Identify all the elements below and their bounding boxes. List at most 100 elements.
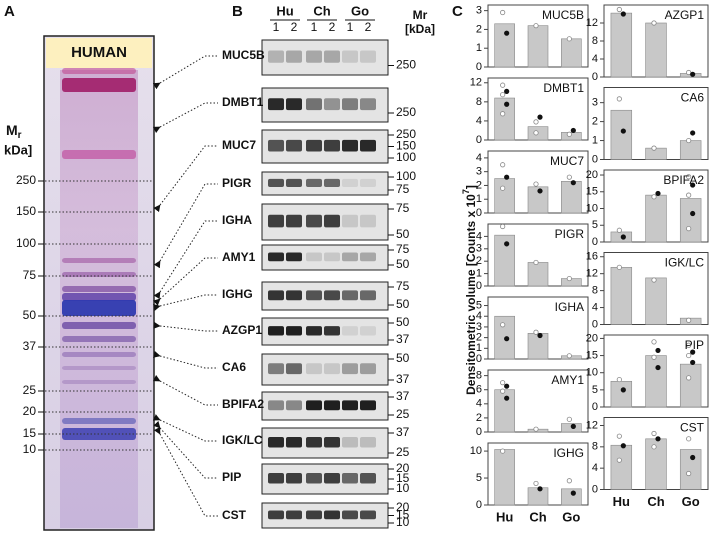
data-point [504, 336, 510, 342]
blot-band [306, 98, 322, 111]
chart-title: CST [680, 421, 705, 435]
blot-band [286, 178, 302, 187]
data-point [504, 101, 510, 107]
protein-label: CA6 [222, 360, 246, 374]
connector [152, 414, 218, 442]
blot-band [360, 437, 376, 448]
chart-title: IGK/LC [665, 256, 705, 270]
blot-band [342, 290, 358, 301]
data-point [616, 264, 622, 270]
bar [610, 267, 633, 325]
y-tick-label: 0 [476, 207, 482, 219]
data-point [655, 190, 661, 197]
connector [152, 55, 218, 90]
blot-band [286, 473, 302, 484]
sample-label: HUMAN [71, 44, 127, 61]
y-tick-label: 1 [476, 42, 482, 54]
group-label: Ch [313, 3, 330, 18]
marker-label: 50 [396, 227, 410, 241]
connector [153, 350, 218, 369]
data-point [533, 426, 539, 432]
blot-band [286, 98, 302, 111]
y-tick-label: 0 [476, 280, 482, 292]
data-point [620, 387, 626, 393]
marker-label: 150 [16, 204, 36, 218]
blot-band [268, 437, 284, 448]
blot-band [342, 98, 358, 111]
blot-band [286, 252, 302, 262]
blot-band [324, 214, 340, 228]
data-point [500, 223, 506, 230]
y-tick-label: 10 [470, 445, 482, 457]
marker-label: 50 [396, 315, 410, 329]
data-point [566, 478, 572, 484]
marker-label: 75 [396, 182, 410, 196]
bar [645, 194, 667, 243]
axis-unit: kDa] [4, 142, 32, 157]
marker-label: 100 [16, 236, 36, 250]
blot-band [360, 400, 376, 411]
data-point [504, 241, 510, 247]
gel-band [62, 322, 136, 329]
bar [679, 449, 702, 490]
blot-band [306, 437, 322, 448]
data-point [570, 490, 576, 496]
y-tick-label: 1 [592, 134, 598, 146]
connector [153, 426, 218, 517]
axis-title-main: M [6, 122, 18, 138]
marker-label: 15 [23, 426, 37, 440]
protein-label: MUC5B [222, 48, 265, 62]
blot-band [324, 98, 340, 111]
y-axis-title: Densitometric volume [Counts x 107] [461, 185, 478, 395]
blot-band [360, 178, 376, 187]
y-tick-label: 2 [476, 255, 482, 267]
connector [153, 145, 218, 213]
gel-band [62, 293, 136, 301]
group-label: Hu [276, 3, 293, 18]
blot-band [268, 178, 284, 187]
bar [494, 97, 515, 141]
y-tick-label: 12 [586, 268, 598, 280]
marker-label: 15 [396, 508, 410, 522]
marker-label: 10 [396, 515, 410, 529]
y-tick-label: 8 [476, 370, 482, 382]
data-point [655, 347, 661, 354]
blot-band [324, 326, 340, 336]
protein-label: BPIFA2 [222, 397, 264, 411]
y-tick-label: 4 [476, 398, 482, 410]
blot-band [342, 214, 358, 228]
blot-band [286, 510, 302, 520]
bar [679, 198, 702, 243]
data-point [686, 174, 692, 180]
marker-label: 15 [396, 471, 410, 485]
data-point [500, 111, 506, 117]
blot-band [286, 437, 302, 448]
data-point [651, 444, 657, 450]
data-point [533, 259, 539, 266]
y-tick-label: 3 [476, 5, 482, 17]
blot-band [306, 290, 322, 301]
chart-title: MUC5B [542, 8, 584, 22]
data-point [616, 96, 622, 102]
blot-band [286, 326, 302, 336]
blot-band [268, 139, 284, 152]
lane-label: 1 [311, 20, 318, 34]
bar [561, 38, 582, 68]
data-point [616, 376, 622, 383]
y-tick-label: 8 [592, 285, 598, 297]
marker-label: 50 [396, 297, 410, 311]
blot-band [360, 139, 376, 152]
marker-label: 100 [396, 169, 416, 183]
lane-label: 1 [273, 20, 280, 34]
data-point [533, 130, 539, 136]
y-tick-label: 12 [586, 17, 598, 29]
connector [153, 183, 218, 269]
gel-band [62, 380, 136, 384]
marker-label: 20 [396, 500, 410, 514]
data-point [620, 443, 626, 449]
blot-band [268, 400, 284, 411]
data-point [537, 188, 543, 194]
marker-label: 37 [23, 339, 37, 353]
group-label: Go [351, 3, 369, 18]
